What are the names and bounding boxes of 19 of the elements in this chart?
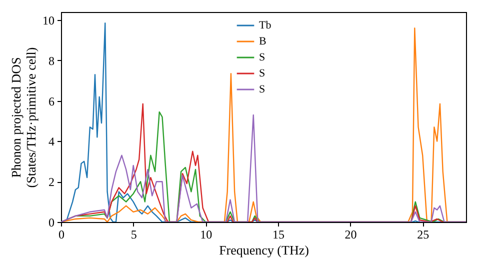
x-tick-label: 5 — [130, 228, 137, 242]
x-axis-title: Frequency (THz) — [219, 242, 309, 258]
y-tick-label: 2 — [48, 175, 54, 190]
y-tick-label: 4 — [48, 134, 54, 149]
y-tick-label: 10 — [42, 14, 54, 28]
legend-label: Tb — [259, 20, 272, 32]
x-tick-label: 0 — [58, 228, 64, 242]
y-tick-label: 6 — [48, 94, 54, 108]
legend-label: B — [259, 36, 266, 48]
y-axis-title: Phonon projected DOS (States/THz·primitive cell) — [8, 47, 38, 188]
y-tick-label: 8 — [48, 54, 54, 68]
x-tick-label: 25 — [417, 228, 430, 242]
x-tick-label: 20 — [344, 228, 357, 242]
legend-label: S — [259, 52, 266, 64]
legend-label: S — [259, 84, 266, 96]
x-tick-label: 10 — [200, 228, 212, 242]
legend-label: S — [259, 68, 266, 80]
y-tick-label: 0 — [48, 216, 54, 230]
x-tick-label: 15 — [272, 228, 284, 242]
